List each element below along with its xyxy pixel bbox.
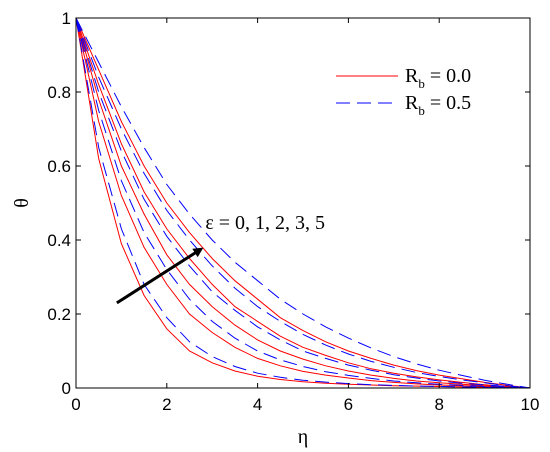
legend-entry-0-rest: = 0.0 <box>425 65 471 87</box>
x-tick-label-1: 2 <box>162 395 171 414</box>
series-line-3 <box>75 17 531 389</box>
y-tick-label-4: 0.8 <box>47 83 71 102</box>
y-tick-label-1: 0.2 <box>47 305 71 324</box>
series-line-7 <box>75 17 531 389</box>
x-axis-label: η <box>298 426 308 448</box>
x-tick-label-2: 4 <box>253 395 262 414</box>
series-line-5 <box>75 17 531 389</box>
plot-frame <box>75 17 531 389</box>
series-line-4 <box>75 17 531 389</box>
legend-entry-1-sub: b <box>418 103 425 118</box>
legend: Rb = 0.0 Rb = 0.5 <box>336 65 471 118</box>
y-axis-label: θ <box>11 198 33 208</box>
x-tick-label-0: 0 <box>71 395 80 414</box>
legend-entry-1: Rb = 0.5 <box>405 92 471 118</box>
y-tick-label-5: 1 <box>62 9 71 28</box>
legend-entry-1-base: R <box>405 92 419 114</box>
x-tick-label-3: 6 <box>344 395 353 414</box>
series-line-9 <box>75 17 531 389</box>
annotation-arrow <box>116 247 204 305</box>
plot-area <box>76 18 530 388</box>
series-line-2 <box>75 17 531 389</box>
x-tick-label-5: 10 <box>521 395 540 414</box>
legend-entry-0: Rb = 0.0 <box>405 65 471 91</box>
annotation-text: ε = 0, 1, 2, 3, 5 <box>205 212 325 234</box>
legend-entry-0-base: R <box>405 65 419 87</box>
y-tick-label-3: 0.6 <box>47 157 71 176</box>
ticks-layer: 0 2 4 6 8 10 0 0.2 0.4 0.6 0.8 1 <box>47 9 539 414</box>
series-layer <box>75 17 531 389</box>
series-line-6 <box>75 17 531 389</box>
y-tick-label-2: 0.4 <box>47 231 71 250</box>
legend-entry-1-rest: = 0.5 <box>425 92 471 114</box>
legend-entry-0-sub: b <box>418 76 425 91</box>
x-tick-label-4: 8 <box>434 395 443 414</box>
y-tick-label-0: 0 <box>62 379 71 398</box>
series-line-8 <box>75 17 531 389</box>
